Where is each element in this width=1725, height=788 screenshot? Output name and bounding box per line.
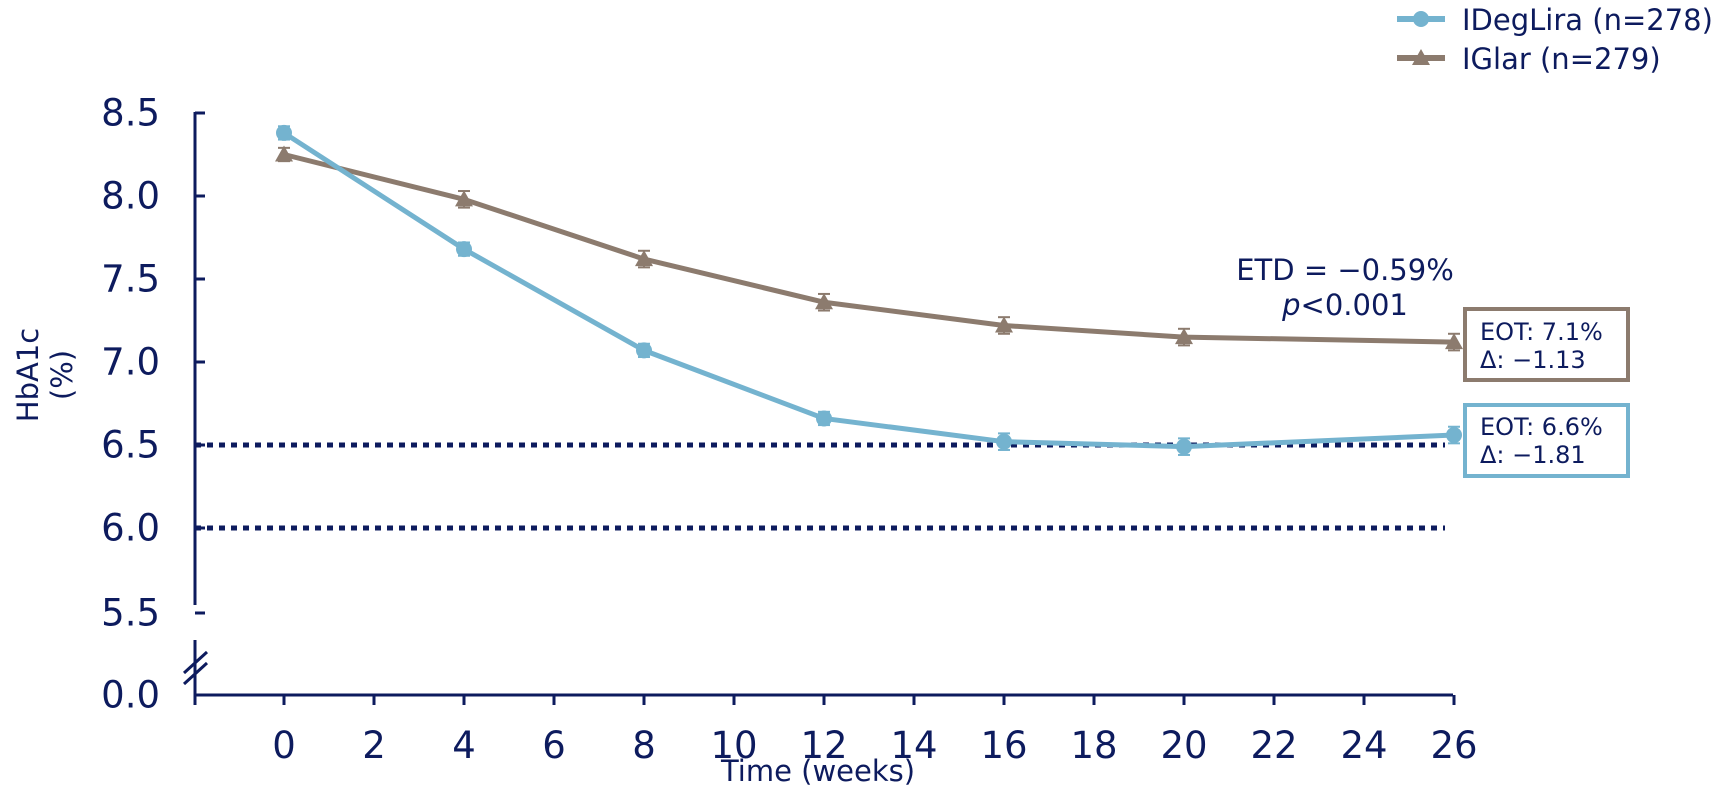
x-tick-label: 12 [800,724,847,767]
data-point-ideglira [996,433,1012,450]
p-value-rest: <0.001 [1301,288,1408,322]
data-point-ideglira [1446,427,1462,444]
y-tick-label: 5.5 [101,592,160,635]
y-axis-break-marks [182,650,209,686]
data-point-ideglira [1176,438,1192,455]
data-point-iglar [1175,328,1193,345]
y-tick-label: 7.0 [101,341,160,384]
y-tick-label: 6.5 [101,424,160,467]
data-point-ideglira [276,124,292,141]
data-point-iglar [275,145,293,162]
x-tick-label: 2 [362,724,386,767]
series-iglar [275,145,1463,352]
legend-ideglira-marker [1413,11,1429,27]
legend-item-iglar: IGlar (n=279) [1397,42,1661,76]
legend-iglar-label: IGlar (n=279) [1462,42,1661,76]
x-tick-label: 6 [542,724,566,767]
x-tick-label: 20 [1160,724,1207,767]
data-point-iglar [455,190,473,207]
y-axis-ticks: 8.5 8.0 7.5 7.0 6.5 6.0 5.5 0.0 [101,92,205,717]
y-axis-title-line2: (%) [45,350,79,400]
y-tick-label: 8.0 [101,175,160,218]
y-axis-title-line1: HbA1c [11,328,45,422]
data-point-iglar [995,316,1013,333]
series-ideglira [276,124,1462,456]
series-line-ideglira [282,130,1455,450]
x-tick-label: 4 [452,724,476,767]
etd-annotation: ETD = −0.59% p<0.001 [1236,253,1454,322]
data-point-iglar [815,293,833,310]
y-axis-title-group: HbA1c (%) [11,328,79,422]
etd-text: ETD = −0.59% [1236,253,1454,287]
y-tick-label: 6.0 [101,507,160,550]
eot-box-ideglira-line1: EOT: 6.6% [1480,413,1603,441]
legend-item-ideglira: IDegLira (n=278) [1397,3,1713,37]
x-tick-label: 10 [710,724,757,767]
y-tick-label: 7.5 [101,258,160,301]
x-tick-label: 24 [1340,724,1387,767]
x-axis-ticks: 0 2 4 6 8 10 12 14 16 18 20 22 24 26 [193,695,1478,767]
p-value-italic-p: p [1281,288,1300,322]
reference-lines [195,442,1445,531]
eot-box-ideglira-line2: Δ: −1.81 [1480,441,1586,469]
data-point-ideglira [816,410,832,427]
axes: 8.58.07.57.06.56.05.50.0 0 2 4 6 8 10 12 14 16 18… [101,92,1477,768]
legend-ideglira-label: IDegLira (n=278) [1462,3,1713,37]
eot-box-iglar: EOT: 7.1% Δ: −1.13 [1463,307,1630,382]
x-tick-label: 8 [632,724,656,767]
x-tick-label: 22 [1250,724,1297,767]
x-axis-title: Time (weeks) [720,754,915,788]
x-tick-label: 18 [1070,724,1117,767]
data-point-ideglira [456,241,472,258]
data-point-iglar [1445,333,1463,350]
data-point-ideglira [636,342,652,359]
eot-box-ideglira-border [1463,403,1630,478]
eot-box-ideglira: EOT: 6.6% Δ: −1.81 [1463,403,1630,478]
x-tick-label: 0 [272,724,296,767]
data-point-iglar [635,250,653,267]
x-tick-label: 14 [890,724,937,767]
legend: IDegLira (n=278) IGlar (n=279) [1397,3,1713,76]
eot-box-iglar-line2: Δ: −1.13 [1480,346,1586,374]
x-tick-label: 16 [980,724,1027,767]
y-tick-label: 0.0 [101,674,160,717]
eot-box-iglar-line1: EOT: 7.1% [1480,318,1603,346]
p-value-text: p<0.001 [1281,288,1408,322]
x-tick-label: 26 [1430,724,1477,767]
y-tick-label: 8.5 [101,92,160,135]
series-layer [275,124,1463,456]
eot-box-iglar-border [1463,307,1630,382]
legend-iglar-marker [1412,49,1430,65]
